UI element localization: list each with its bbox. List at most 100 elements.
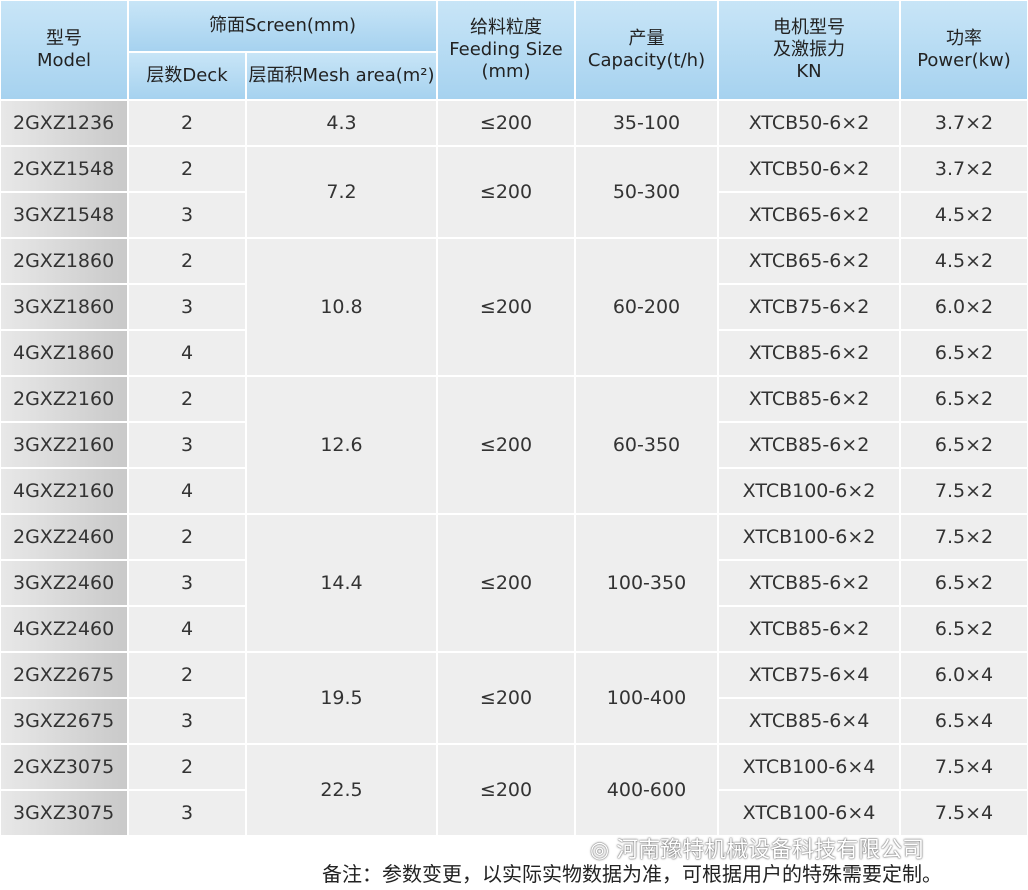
power-cell: 6.5×2 — [900, 606, 1028, 652]
cell-text: 2 — [180, 158, 194, 180]
power-cell: 3.7×2 — [900, 146, 1028, 192]
deck-cell: 4 — [128, 468, 246, 514]
cell-text: 2GXZ2160 — [13, 388, 115, 410]
cell-text: 2GXZ2675 — [13, 664, 115, 686]
power-cell: 7.5×4 — [900, 790, 1028, 836]
power-cell: 4.5×2 — [900, 192, 1028, 238]
cell-text: 3 — [180, 802, 194, 824]
cell-text: 3 — [180, 296, 194, 318]
cell-text: 35-100 — [612, 112, 681, 134]
deck-cell: 2 — [128, 514, 246, 560]
watermark: ◎ 河南豫特机械设备科技有限公司 — [590, 838, 925, 863]
deck-cell: 2 — [128, 238, 246, 284]
header-screen: 筛面Screen(mm) — [128, 0, 437, 52]
power-cell: 3.7×2 — [900, 100, 1028, 146]
cell-text: 2GXZ1860 — [13, 250, 115, 272]
deck-cell: 3 — [128, 560, 246, 606]
cell-text: 3GXZ2160 — [13, 434, 115, 456]
header-motor: 电机型号 及激振力 KN — [718, 0, 900, 100]
motor-cell: XTCB85-6×4 — [718, 698, 900, 744]
cell-text: XTCB50-6×2 — [748, 158, 870, 180]
model-cell: 2GXZ2460 — [0, 514, 128, 560]
mesh-cell: 19.5 — [246, 652, 437, 744]
cell-text: 10.8 — [320, 296, 363, 318]
cell-text: 19.5 — [320, 687, 363, 709]
model-cell: 2GXZ2675 — [0, 652, 128, 698]
cell-text: 4GXZ1860 — [13, 342, 115, 364]
cell-text: XTCB85-6×2 — [748, 572, 870, 594]
cell-text: ≤200 — [479, 112, 533, 134]
capacity-cell: 100-400 — [575, 652, 718, 744]
cell-text: 2GXZ1236 — [13, 112, 115, 134]
cell-text: (mm) — [481, 61, 531, 82]
cell-text: 3 — [180, 572, 194, 594]
cell-text: 3GXZ1548 — [13, 204, 115, 226]
deck-cell: 2 — [128, 146, 246, 192]
cell-text: 100-400 — [606, 687, 687, 709]
deck-cell: 2 — [128, 652, 246, 698]
cell-text: 4 — [180, 342, 194, 364]
power-cell: 6.5×2 — [900, 560, 1028, 606]
deck-cell: 3 — [128, 192, 246, 238]
feeding-cell: ≤200 — [437, 652, 575, 744]
cell-text: XTCB100-6×2 — [742, 480, 876, 502]
power-cell: 6.5×2 — [900, 422, 1028, 468]
cell-text: 电机型号 — [773, 17, 845, 38]
power-cell: 6.5×2 — [900, 330, 1028, 376]
cell-text: XTCB85-6×2 — [748, 434, 870, 456]
cell-text: 12.6 — [320, 434, 363, 456]
motor-cell: XTCB85-6×2 — [718, 376, 900, 422]
motor-cell: XTCB65-6×2 — [718, 238, 900, 284]
capacity-cell: 60-200 — [575, 238, 718, 376]
deck-cell: 2 — [128, 376, 246, 422]
motor-cell: XTCB100-6×4 — [718, 790, 900, 836]
motor-cell: XTCB85-6×2 — [718, 606, 900, 652]
cell-text: Power(kw) — [917, 50, 1011, 71]
feeding-cell: ≤200 — [437, 100, 575, 146]
deck-cell: 3 — [128, 698, 246, 744]
motor-cell: XTCB75-6×2 — [718, 284, 900, 330]
cell-text: 3.7×2 — [934, 158, 994, 180]
power-cell: 4.5×2 — [900, 238, 1028, 284]
cell-text: ≤200 — [479, 687, 533, 709]
power-cell: 7.5×4 — [900, 744, 1028, 790]
cell-text: Capacity(t/h) — [587, 50, 706, 71]
feeding-cell: ≤200 — [437, 146, 575, 238]
cell-text: 7.5×4 — [934, 802, 994, 824]
header-power: 功率 Power(kw) — [900, 0, 1028, 100]
model-cell: 3GXZ2160 — [0, 422, 128, 468]
header-model: 型号 Model — [0, 0, 128, 100]
cell-text: 7.5×2 — [934, 480, 994, 502]
cell-text: 2 — [180, 250, 194, 272]
feeding-cell: ≤200 — [437, 514, 575, 652]
power-cell: 6.0×4 — [900, 652, 1028, 698]
cell-text: 6.5×4 — [934, 710, 994, 732]
model-cell: 3GXZ1548 — [0, 192, 128, 238]
mesh-cell: 22.5 — [246, 744, 437, 836]
motor-cell: XTCB85-6×2 — [718, 422, 900, 468]
cell-text: 6.5×2 — [934, 618, 994, 640]
capacity-cell: 60-350 — [575, 376, 718, 514]
model-cell: 3GXZ3075 — [0, 790, 128, 836]
deck-cell: 4 — [128, 606, 246, 652]
motor-cell: XTCB50-6×2 — [718, 100, 900, 146]
model-cell: 3GXZ1860 — [0, 284, 128, 330]
mesh-cell: 4.3 — [246, 100, 437, 146]
model-cell: 4GXZ2160 — [0, 468, 128, 514]
power-cell: 6.0×2 — [900, 284, 1028, 330]
cell-text: 2 — [180, 756, 194, 778]
footnote: 备注：参数变更，以实际实物数据为准，可根据用户的特殊需要定制。 — [322, 862, 942, 886]
cell-text: ≤200 — [479, 296, 533, 318]
motor-cell: XTCB100-6×4 — [718, 744, 900, 790]
cell-text: 7.2 — [326, 181, 357, 203]
cell-text: Model — [36, 50, 92, 71]
motor-cell: XTCB85-6×2 — [718, 330, 900, 376]
cell-text: 2 — [180, 112, 194, 134]
cell-text: ≤200 — [479, 434, 533, 456]
deck-cell: 2 — [128, 100, 246, 146]
cell-text: 6.0×4 — [934, 664, 994, 686]
cell-text: XTCB85-6×2 — [748, 388, 870, 410]
model-cell: 4GXZ2460 — [0, 606, 128, 652]
motor-cell: XTCB85-6×2 — [718, 560, 900, 606]
